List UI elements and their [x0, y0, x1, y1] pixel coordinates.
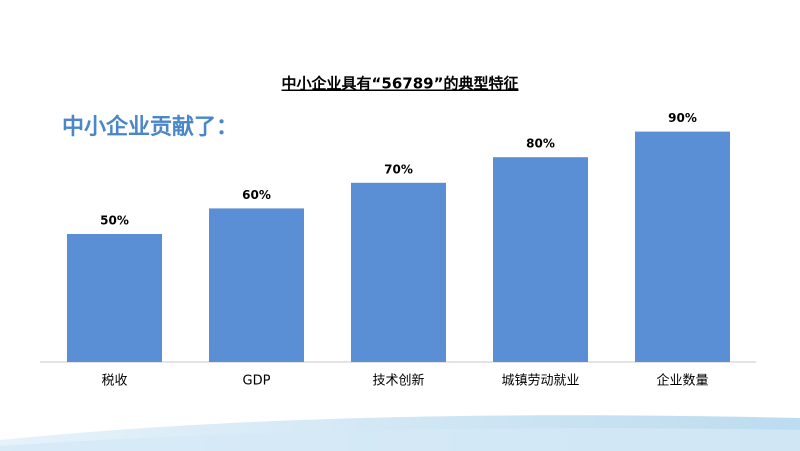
value-label: 90% [668, 111, 697, 125]
value-label: 80% [526, 137, 555, 151]
bar [635, 131, 730, 362]
x-tick-label: 企业数量 [656, 373, 708, 389]
x-tick-label: 税收 [101, 374, 127, 389]
x-tick-label: GDP [243, 374, 271, 389]
x-tick-label: 技术创新 [372, 373, 424, 389]
value-label: 60% [242, 188, 271, 202]
bar [493, 157, 588, 362]
chart-subtitle: 中小企业贡献了： [62, 114, 238, 140]
bar [209, 208, 304, 362]
bar [351, 182, 446, 362]
x-tick-label: 城镇劳动就业 [501, 373, 579, 389]
bar [67, 234, 162, 362]
chart-title: 中小企业具有“56789”的典型特征 [282, 75, 519, 93]
value-label: 50% [100, 214, 129, 228]
value-label: 70% [384, 162, 413, 176]
background-wave [0, 428, 800, 451]
